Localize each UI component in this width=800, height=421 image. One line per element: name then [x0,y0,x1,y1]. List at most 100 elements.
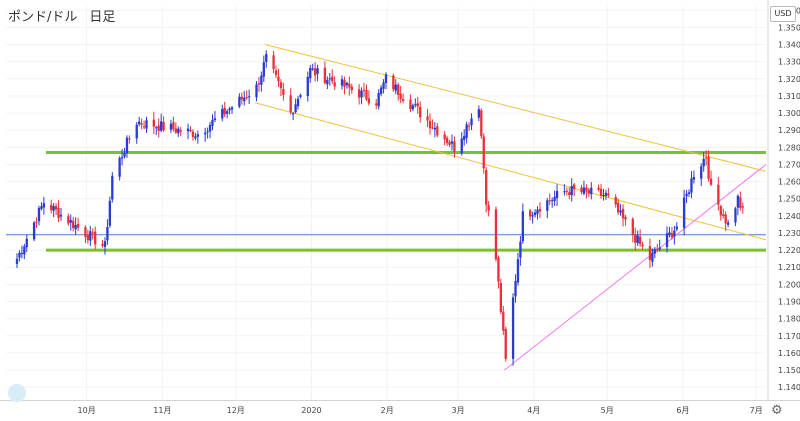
candle [91,228,94,240]
candle-body [191,131,195,138]
candle [265,50,268,68]
drawing-lines[interactable] [6,44,767,371]
candle-body [741,206,744,208]
candle-body [145,120,148,129]
candle [186,123,190,140]
candle [225,109,229,119]
candle [497,255,500,289]
candle-body [570,186,573,196]
candle-body [675,226,678,230]
candle-body [514,281,517,297]
y-tick-label: 1.28000 [778,143,800,152]
candle [306,71,309,102]
candle [20,245,24,259]
candle [494,206,498,262]
symbol-name: ポンド/ドル [8,10,78,25]
candle [631,217,634,243]
candle [221,104,224,122]
candle-body [142,126,146,128]
x-tick-label: 12月 [227,406,245,415]
candle-body [343,80,346,87]
candle-body [375,103,378,106]
candle-body [230,107,234,110]
candle-body [357,89,361,98]
candle-body [641,244,644,247]
candle [739,191,742,211]
candle [551,197,554,208]
candle [294,98,297,114]
candle [565,187,568,196]
candle-body [211,119,214,126]
candle-body [443,134,446,140]
candle [590,182,593,200]
candle-body [54,206,58,210]
candle-body [106,226,109,241]
candle-body [265,53,268,63]
candle [502,305,505,335]
candle-body [739,197,742,208]
candle [169,119,173,134]
logo-icon [8,384,26,402]
candle-body [140,123,143,125]
candle [521,203,525,244]
x-tick-label: 5月 [601,406,614,415]
candle-body [25,238,28,248]
y-tick-label: 1.14000 [778,383,800,392]
candle [245,90,248,100]
candle-body [326,79,329,85]
candle [453,136,456,158]
candle-body [531,215,534,217]
x-tick-label: 10月 [78,406,96,415]
candle-body [470,118,473,126]
candle [709,170,713,187]
candle [599,184,603,199]
candle [499,278,503,315]
y-tick-label: 1.24000 [778,212,800,221]
candle [529,208,532,221]
candle [379,85,383,97]
candle-body [397,84,400,96]
y-tick-label: 1.29000 [778,126,800,135]
candle [194,132,197,141]
candle [162,116,165,132]
candle-body [687,192,691,195]
candle [326,76,329,90]
y-tick-label: 1.18000 [778,315,800,324]
candle [54,203,58,215]
candle [103,237,107,255]
candle [240,92,243,105]
candle-body [152,119,156,127]
candle-body [50,204,53,211]
timeframe: 日足 [89,10,116,25]
y-tick-label: 1.30000 [778,109,800,118]
candle [673,225,676,245]
candles[interactable] [15,50,744,366]
candle [174,122,177,134]
candle [436,123,439,138]
grid [6,6,766,400]
candle [445,135,449,147]
candle [621,204,625,227]
candle [296,96,300,110]
candle [636,230,639,247]
candle [140,118,143,130]
candle-body [638,236,642,244]
candle-body [582,187,586,194]
currency-badge[interactable]: USD [770,6,796,22]
candle-body [519,241,522,258]
candle-body [536,209,539,214]
candle-body [123,152,126,157]
candle-body [445,137,449,144]
candle [350,83,353,94]
candle [431,119,434,130]
candle-body [499,282,503,313]
candle-body [379,87,383,94]
candle [152,111,156,135]
candle [377,89,380,110]
candle-body [32,222,36,240]
candle-body [377,93,380,107]
settings-icon[interactable]: ⚙ [771,403,783,418]
candle-body [704,157,708,159]
